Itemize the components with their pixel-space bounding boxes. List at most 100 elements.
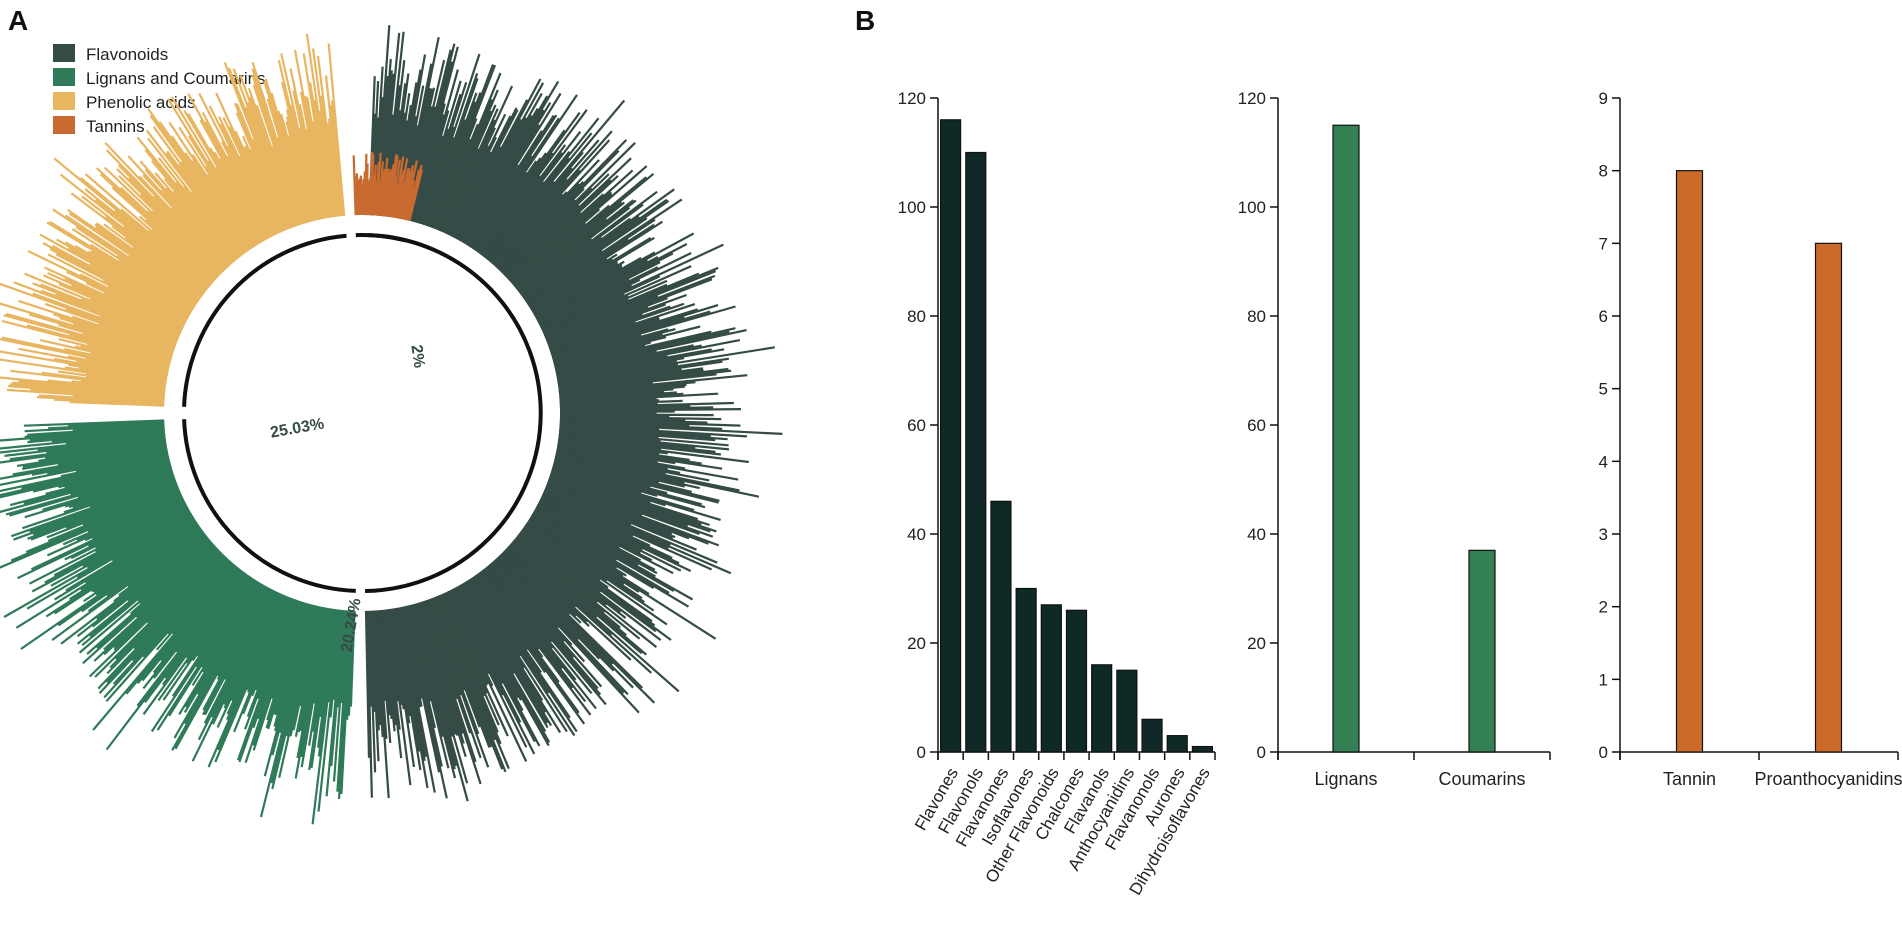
circular-bar: [65, 513, 193, 592]
circular-bar: [30, 482, 178, 541]
circular-bar: [541, 293, 625, 333]
circular-bar: [451, 588, 522, 723]
circular-bar: [53, 313, 174, 354]
circular-bar: [255, 104, 299, 227]
circular-bar: [542, 491, 669, 550]
circular-bar: [460, 107, 539, 243]
circular-bar: [506, 174, 619, 280]
circular-bar: [532, 511, 618, 562]
circular-bar: [407, 605, 450, 769]
circular-bar: [203, 589, 274, 724]
circular-bar: [387, 609, 403, 706]
circular-bar: [552, 333, 642, 361]
x-tick-label: Proanthocyanidins: [1754, 769, 1902, 789]
circular-bar: [24, 425, 165, 438]
x-tick-label: Tannin: [1663, 769, 1716, 789]
circular-bar: [89, 476, 176, 509]
circular-bar: [87, 528, 203, 613]
circular-bar: [544, 272, 700, 339]
circular-bar: [51, 430, 165, 443]
circular-bar: [400, 606, 423, 707]
circular-bar: [535, 505, 656, 571]
y-tick-label: 40: [907, 525, 926, 544]
circular-bar: [447, 590, 490, 675]
circular-bar: [28, 502, 187, 585]
circular-bar: [418, 602, 467, 758]
circular-bar: [450, 107, 518, 237]
circular-bar: [377, 610, 392, 744]
circular-bar: [242, 596, 291, 715]
circular-bar: [277, 60, 318, 221]
circular-bar: [271, 146, 300, 226]
circular-bar: [558, 367, 729, 391]
circular-bar: [251, 138, 290, 230]
circular-bar: [263, 604, 312, 777]
circular-bar: [164, 571, 245, 679]
circular-bar: [550, 316, 660, 354]
circular-bar: [375, 610, 388, 739]
circular-bar: [44, 505, 188, 584]
circular-bar: [201, 580, 258, 668]
circular-bar: [385, 164, 395, 217]
circular-bar: [178, 581, 261, 715]
circular-bar: [557, 346, 775, 383]
bar: [1065, 609, 1088, 753]
circular-bar: [371, 164, 377, 216]
circular-bar: [366, 610, 373, 798]
circular-bar: [557, 357, 685, 381]
circular-bar: [18, 347, 168, 378]
circular-bar: [223, 62, 291, 230]
circular-bar: [532, 260, 625, 315]
circular-bar: [294, 606, 324, 737]
circular-bar: [68, 472, 174, 509]
circular-bar: [554, 457, 660, 484]
circular-bar: [559, 408, 742, 412]
y-tick-label: 5: [1599, 380, 1608, 399]
circular-bar: [397, 168, 410, 219]
circular-bar: [175, 181, 239, 260]
circular-bar: [372, 610, 382, 726]
circular-bar: [559, 419, 690, 427]
circular-bar: [480, 144, 567, 256]
circular-bar: [553, 328, 676, 363]
circular-bar: [65, 308, 176, 349]
circular-bar: [103, 558, 230, 699]
circular-bar: [430, 64, 495, 229]
circular-bar: [336, 610, 347, 708]
bars: [1332, 124, 1496, 753]
bar: [1814, 242, 1843, 753]
circular-bar: [118, 175, 221, 276]
circular-bar: [557, 438, 660, 456]
circular-bar: [206, 173, 256, 248]
circular-bar: [527, 520, 625, 586]
circular-bar: [558, 432, 696, 449]
circular-bar: [65, 483, 178, 529]
circular-bar: [428, 101, 477, 228]
y-tick-label: 4: [1599, 452, 1608, 471]
circular-bar: [552, 305, 736, 360]
circular-bar: [486, 565, 593, 694]
circular-bar: [4, 435, 166, 457]
circular-bar: [509, 542, 680, 693]
circular-bar: [519, 238, 593, 295]
circular-bar: [432, 597, 493, 748]
circular-bar: [559, 427, 716, 442]
bar: [1015, 587, 1037, 753]
circular-bar: [475, 152, 547, 253]
circular-bar: [224, 588, 273, 681]
circular-bar: [530, 258, 613, 311]
circular-bar: [485, 157, 570, 260]
circular-bar: [317, 609, 342, 812]
circular-bar: [556, 354, 668, 378]
circular-bar: [551, 316, 685, 358]
circular-bar: [522, 215, 640, 300]
circular-bar: [76, 360, 168, 379]
circular-bar: [534, 508, 656, 578]
circular-bar: [223, 591, 279, 705]
circular-bar: [78, 367, 167, 384]
circular-bar: [41, 371, 166, 390]
circular-bar: [542, 492, 713, 571]
circular-bar: [528, 518, 717, 640]
circular-bar: [548, 303, 667, 348]
x-tick-labels: FlavonesFlavonolsFlavanonesIsoflavonesOt…: [911, 765, 1214, 899]
